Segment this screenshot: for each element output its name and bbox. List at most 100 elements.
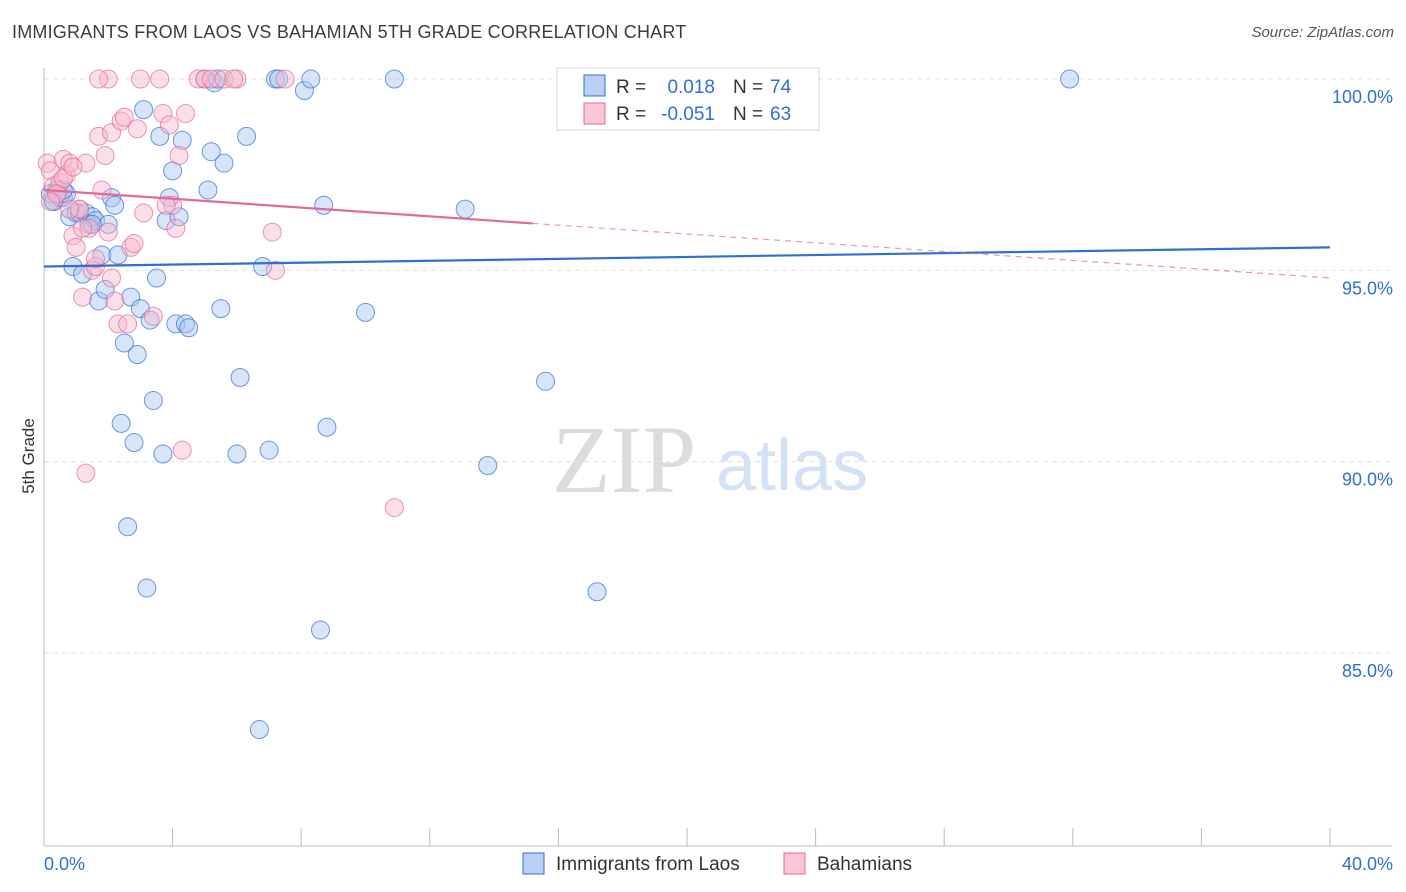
bahamians-point-35: [163, 195, 183, 215]
bahamians-point-55: [89, 69, 109, 89]
bahamians-point-53: [69, 199, 89, 219]
laos-point-58: [269, 69, 289, 89]
bahamians-point-54: [98, 69, 118, 89]
bahamians-point-24: [114, 107, 134, 127]
laos-point-35: [153, 444, 173, 464]
y-axis-title: 5th Grade: [19, 418, 38, 494]
laos-point-22: [111, 413, 131, 433]
laos-point-23: [114, 333, 134, 353]
bahamians-point-23: [111, 111, 131, 131]
bahamians-point-6: [57, 165, 77, 185]
series-laos-points: [40, 69, 1080, 740]
bahamians-point-59: [73, 218, 93, 238]
legend-n-value-bahamians: 63: [770, 104, 791, 125]
watermark-atlas: atlas: [716, 426, 868, 506]
laos-point-15: [89, 291, 109, 311]
laos-point-55: [253, 257, 273, 277]
bahamians-point-61: [102, 268, 122, 288]
laos-point-49: [211, 299, 231, 319]
bahamians-point-62: [60, 199, 80, 219]
y-tick-label-3: 85.0%: [1342, 661, 1393, 681]
bahamians-point-31: [143, 306, 163, 326]
bahamians-point-47: [275, 69, 295, 89]
series-bahamians-points: [37, 69, 404, 518]
bahamians-point-0: [37, 153, 57, 173]
bahamians-point-12: [76, 153, 96, 173]
legend-r-value-laos: 0.018: [667, 77, 715, 98]
bahamians-point-58: [156, 195, 176, 215]
laos-point-18: [98, 214, 118, 234]
bahamians-point-34: [159, 115, 179, 135]
legend-r-label-bahamians: R =: [616, 104, 646, 125]
laos-point-30: [137, 578, 157, 598]
bahamians-point-33: [153, 103, 173, 123]
bahamians-point-36: [166, 218, 186, 238]
bahamians-point-49: [76, 463, 96, 483]
laos-point-67: [478, 455, 498, 475]
laos-point-42: [175, 314, 195, 334]
bahamians-point-17: [92, 180, 112, 200]
bahamians-point-8: [63, 226, 83, 246]
laos-point-39: [166, 314, 186, 334]
bahamians-point-29: [130, 69, 150, 89]
bahamians-point-27: [124, 234, 144, 254]
bahamians-point-26: [121, 237, 141, 257]
bahamians-point-56: [63, 157, 83, 177]
laos-point-62: [314, 195, 334, 215]
bahamians-point-16: [89, 126, 109, 146]
source-label: Source: ZipAtlas.com: [1251, 24, 1394, 41]
laos-point-46: [201, 142, 221, 162]
bottom-legend-label-bahamians: Bahamians: [817, 854, 912, 875]
laos-point-51: [227, 444, 247, 464]
legend-swatch-bahamians: [583, 102, 606, 125]
laos-point-31: [140, 310, 160, 330]
bahamians-point-37: [169, 146, 189, 166]
y-tick-label-0: 100.0%: [1332, 87, 1393, 107]
bahamians-point-39: [175, 103, 195, 123]
legend-r-value-bahamians: -0.051: [661, 104, 715, 125]
bahamians-point-57: [224, 69, 244, 89]
laos-point-63: [317, 417, 337, 437]
bahamians-point-30: [134, 203, 154, 223]
laos-point-66: [455, 199, 475, 219]
laos-point-47: [204, 73, 224, 93]
laos-point-40: [169, 207, 189, 227]
x-ticks: [43, 828, 1331, 846]
laos-point-41: [172, 130, 192, 150]
laos-point-26: [124, 433, 144, 453]
legend-n-value-laos: 74: [770, 77, 792, 98]
bahamians-point-28: [127, 119, 147, 139]
laos-point-43: [179, 318, 199, 338]
laos-point-52: [230, 367, 250, 387]
watermark-zip: ZIP: [552, 406, 696, 513]
bahamians-point-22: [108, 314, 128, 334]
laos-point-70: [1060, 69, 1080, 89]
bahamians-point-21: [105, 291, 125, 311]
laos-point-68: [536, 371, 556, 391]
bottom-legend-swatch-bahamians: [783, 852, 806, 875]
laos-point-50: [214, 153, 234, 173]
series-legend: Immigrants from Laos Bahamians: [522, 852, 912, 875]
bahamians-point-41: [195, 69, 215, 89]
bahamians-trend-extension: [532, 222, 1331, 279]
laos-point-64: [356, 302, 375, 322]
bahamians-point-13: [79, 218, 99, 238]
laos-point-72: [82, 214, 102, 234]
laos-point-45: [198, 180, 218, 200]
bahamians-trend-line: [43, 188, 533, 225]
x-tick-label-min: 0.0%: [44, 854, 85, 874]
bahamians-point-32: [150, 69, 170, 89]
legend-swatch-laos: [583, 74, 606, 97]
laos-point-59: [294, 80, 314, 100]
axes: [43, 68, 1392, 847]
laos-point-65: [384, 69, 404, 89]
legend-n-label-laos: N =: [733, 77, 763, 98]
chart-title: IMMIGRANTS FROM LAOS VS BAHAMIAN 5TH GRA…: [12, 22, 687, 42]
bahamians-point-19: [98, 222, 118, 242]
bahamians-point-48: [384, 498, 404, 518]
bahamians-point-38: [172, 440, 192, 460]
y-tick-labels: 100.0% 95.0% 90.0% 85.0%: [1332, 87, 1393, 681]
bahamians-point-18: [95, 146, 115, 166]
legend-r-label-laos: R =: [616, 77, 646, 98]
